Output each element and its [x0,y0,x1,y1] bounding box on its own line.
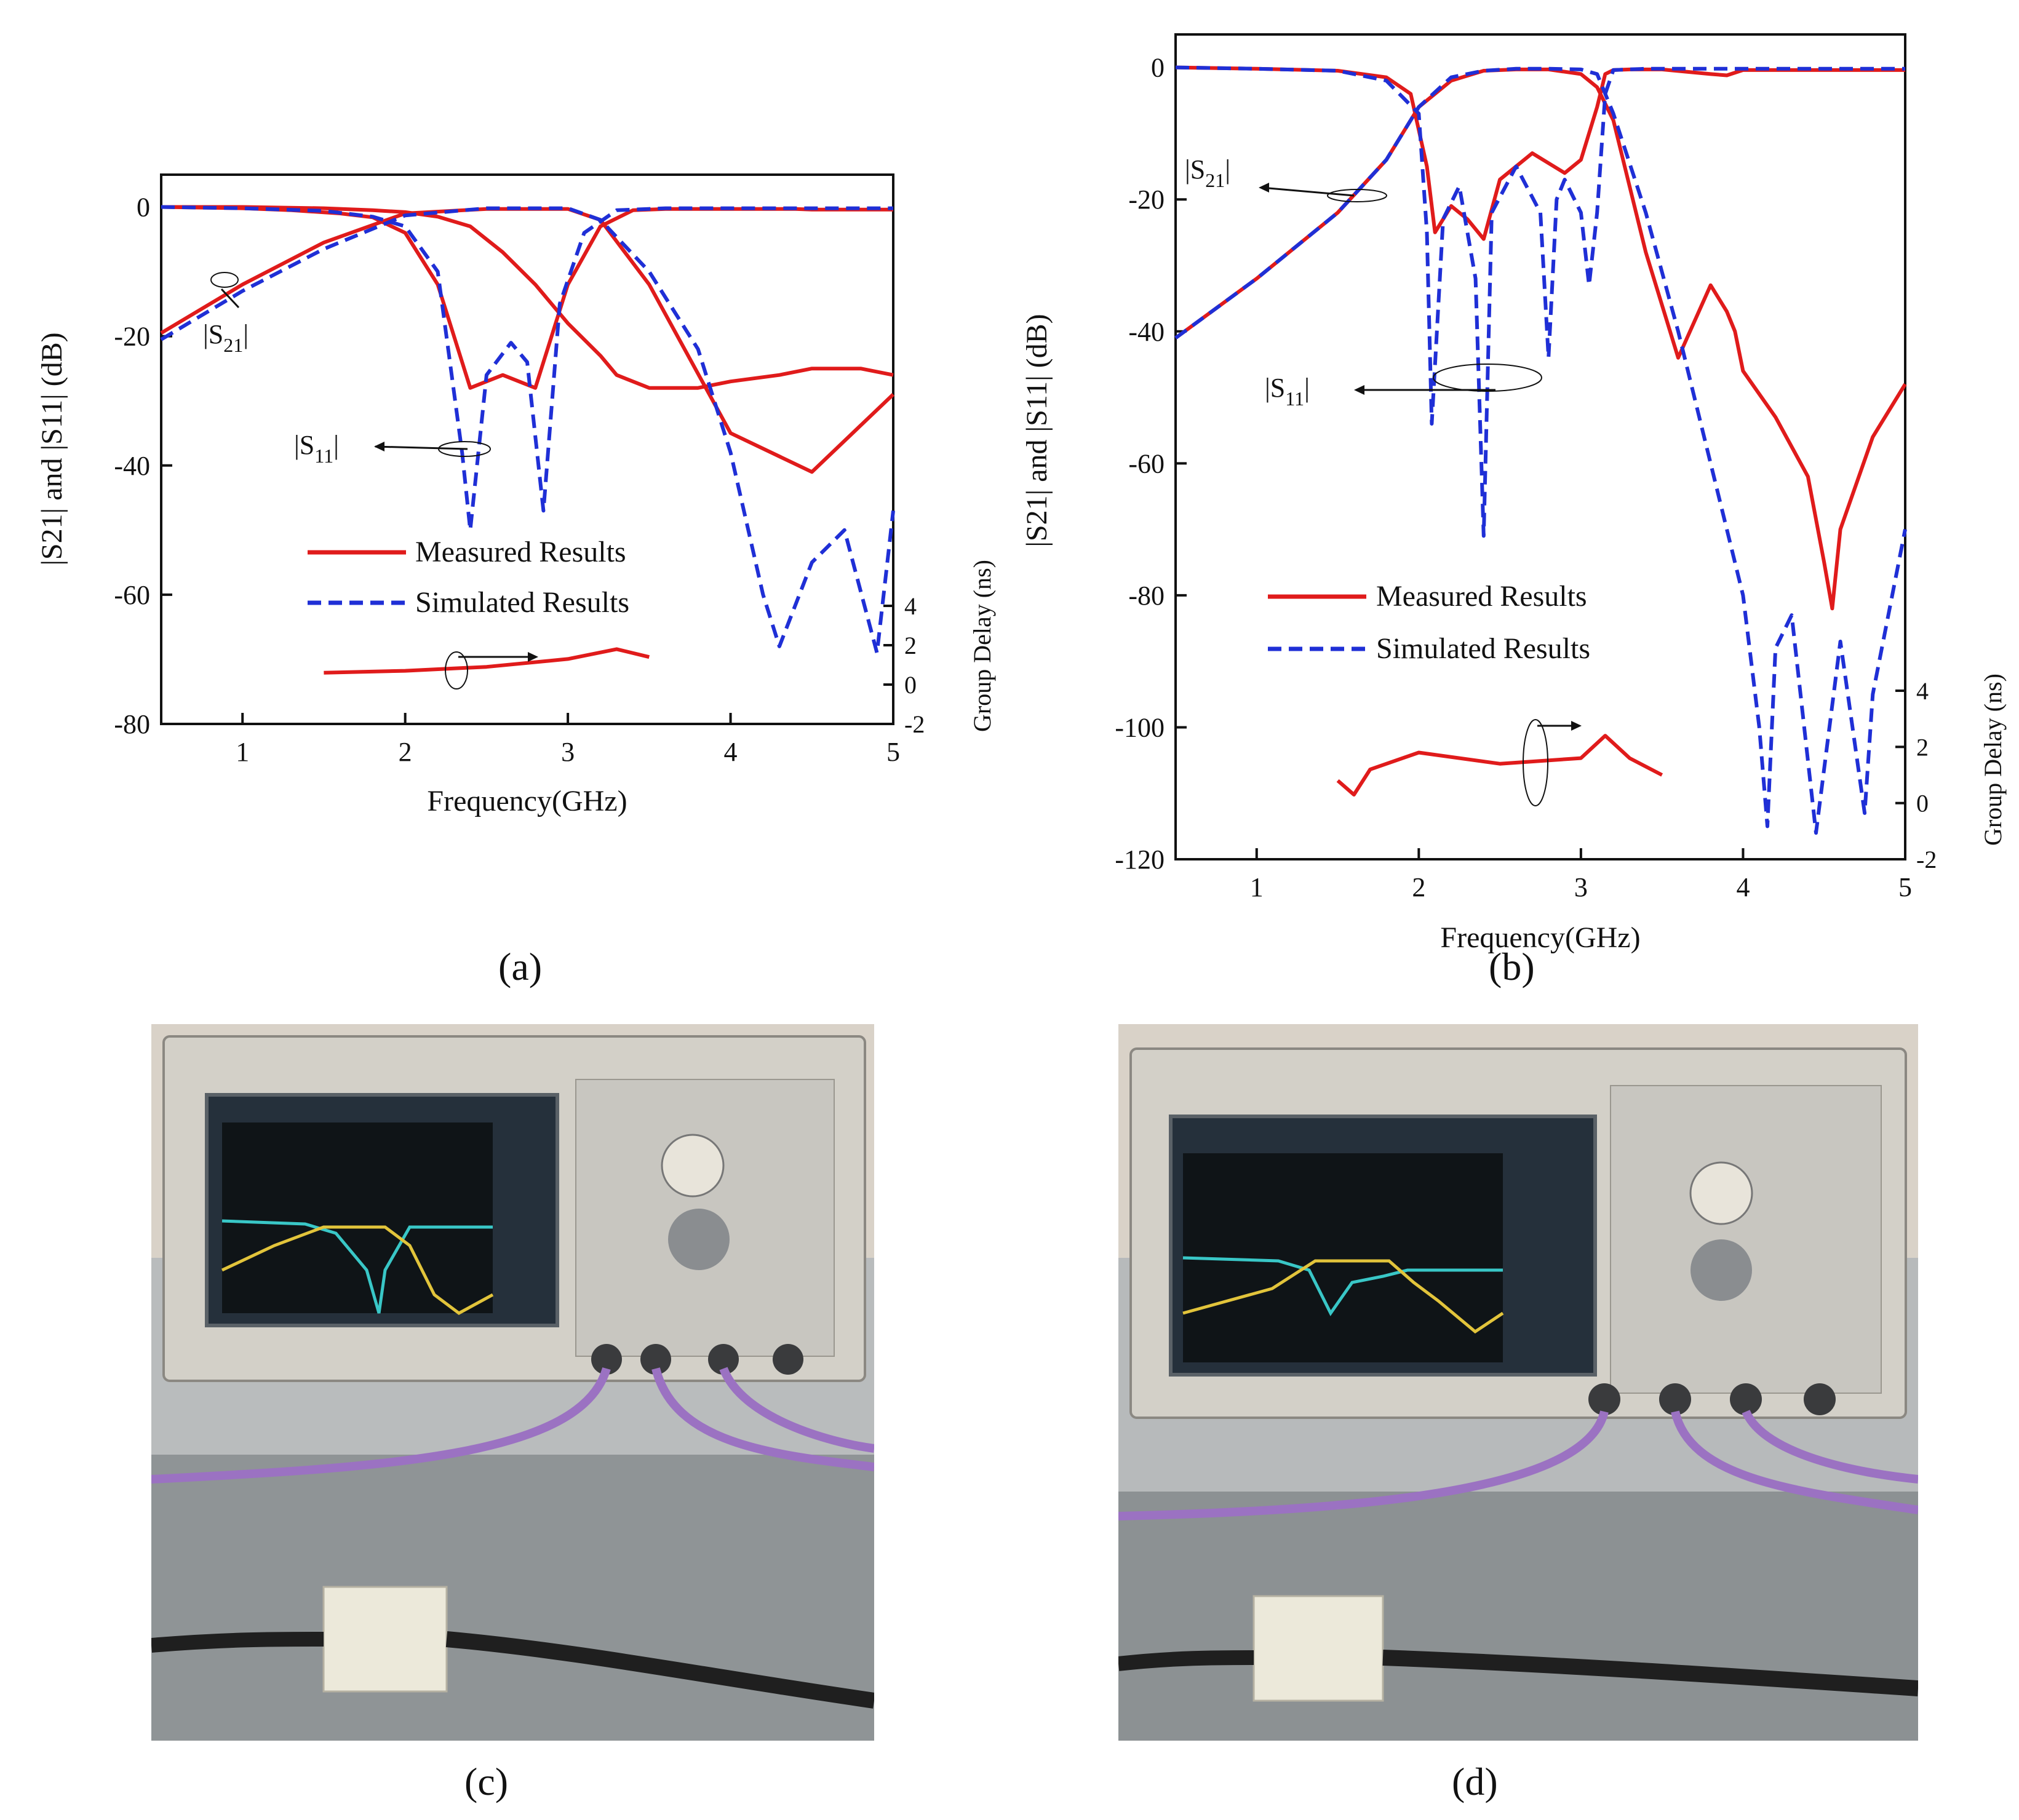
annotations-b: |S21| |S11| [1185,154,1582,806]
series-group-b [1174,65,1907,835]
annotation-ellipse-s21-b [1327,189,1387,202]
legend-a: Measured Results Simulated Results [308,536,629,619]
axis-ticks-b: 1 2 3 4 5 0 -20 -40 -60 -80 -100 -120 4 2 0 -2 [1115,53,1937,902]
series-b-2 [1174,66,1907,835]
annotation-ellipse-s11-b [1433,364,1542,392]
x-tick-label-b-2: 3 [1574,872,1588,902]
annotation-s11-a: |S11| [294,430,339,467]
axis-ticks-a: 1 2 3 4 5 0 -20 -40 -60 -80 4 2 0 -2 [114,193,925,767]
y2-axis-label-b: Group Delay (ns) [1979,674,2007,846]
caption-d: (d) [1452,1760,1498,1803]
x-tick-label-b-0: 1 [1250,872,1264,902]
legend-label-measured-b: Measured Results [1376,580,1587,613]
photo-network-analyzer-d [1118,1024,1918,1741]
series-a-4 [161,205,893,532]
series-a-1 [160,207,895,474]
y2-tick-label-a-3: -2 [904,710,925,738]
x-tick-label-a-4: 5 [886,737,900,767]
legend-b: Measured Results Simulated Results [1268,580,1590,665]
annotation-ellipse-gd-a [445,651,468,689]
annotation-s21-a: |S21| [203,319,249,356]
annotation-s21-b: |S21| [1185,154,1230,191]
series-b-1 [1175,65,1905,241]
y-tick-label-b-6: -120 [1115,844,1165,875]
y-tick-label-b-5: -100 [1115,712,1165,742]
annotation-ellipse-s21-a [210,272,239,288]
caption-b: (b) [1489,945,1535,988]
y-tick-label-b-1: -20 [1128,185,1165,215]
caption-c: (c) [464,1760,509,1803]
y-tick-label-a-1: -20 [114,322,150,352]
y-tick-label-a-0: 0 [137,193,150,223]
annotation-arrow-s11-a [375,445,468,450]
annotation-s11-b: |S11| [1265,373,1310,410]
y-tick-label-a-4: -80 [114,709,150,739]
chart-a: 1 2 3 4 5 0 -20 -40 -60 -80 4 2 0 -2 Measured Results… [36,173,996,817]
x-tick-label-a-2: 3 [561,737,575,767]
x-tick-label-a-0: 1 [236,737,249,767]
y-tick-label-a-3: -60 [114,580,150,610]
y2-tick-label-b-0: 4 [1916,677,1929,705]
x-axis-label-a: Frequency(GHz) [427,785,627,817]
y-tick-label-a-2: -40 [114,451,150,481]
legend-label-simulated-a: Simulated Results [415,586,629,619]
annotation-arrowhead-gd-a [528,652,538,662]
series-b-3 [1175,65,1905,538]
y-tick-label-b-4: -80 [1128,581,1165,611]
caption-a: (a) [498,945,543,988]
y2-axis-label-a: Group Delay (ns) [968,560,996,732]
photo-illustration-c [151,1024,874,1741]
y-axis-label-b: |S21| and |S11| (dB) [1021,314,1053,547]
y2-tick-label-b-3: -2 [1916,846,1937,873]
chart-b: 1 2 3 4 5 0 -20 -40 -60 -80 -100 -120 4 2 0 -2 Measured… [1021,33,2007,954]
y-tick-label-b-3: -60 [1128,448,1165,479]
plot-area-b [1174,33,1906,860]
plot-frame-b [1174,33,1906,860]
x-axis-label-b: Frequency(GHz) [1440,921,1640,954]
series-b-0 [1174,67,1907,611]
y2-tick-label-b-2: 0 [1916,790,1929,817]
x-tick-label-b-3: 4 [1736,872,1750,902]
series-b-4 [1336,734,1663,797]
y-tick-label-b-0: 0 [1151,53,1165,83]
annotation-ellipse-s11-a [438,441,491,457]
plot-frame-a [160,173,894,725]
plot-area-a [160,173,894,725]
series-a-5 [324,647,650,675]
legend-label-measured-a: Measured Results [415,536,626,568]
annotation-ellipse-gd-b [1523,719,1548,806]
annotation-arrowhead-s21-b [1259,183,1269,193]
series-a-0 [161,205,894,390]
x-tick-label-a-1: 2 [399,737,412,767]
y-tick-label-b-2: -40 [1128,317,1165,347]
annotation-arrowhead-s11-a [374,442,384,451]
x-tick-label-b-4: 5 [1898,872,1912,902]
y2-tick-label-a-2: 0 [904,671,917,699]
photo-network-analyzer-c [151,1024,874,1741]
annotation-arrowhead-gd-b [1571,721,1582,731]
y2-tick-label-a-1: 2 [904,632,917,659]
legend-label-simulated-b: Simulated Results [1376,632,1590,665]
annotation-arrow-s21-b [1261,186,1355,197]
photo-illustration-d [1118,1024,1918,1741]
series-a-3 [160,206,895,655]
y-axis-label-a: |S21| and |S11| (dB) [36,332,68,565]
y2-tick-label-b-1: 2 [1916,733,1929,761]
x-tick-label-a-3: 4 [724,737,738,767]
annotation-arrow-s21-a [220,288,240,309]
annotation-arrowhead-s11-b [1354,385,1364,395]
x-tick-label-b-1: 2 [1412,872,1425,902]
series-group-a [160,205,895,675]
annotations-a: |S21| |S11| [203,272,538,689]
y2-tick-label-a-0: 4 [904,592,917,620]
